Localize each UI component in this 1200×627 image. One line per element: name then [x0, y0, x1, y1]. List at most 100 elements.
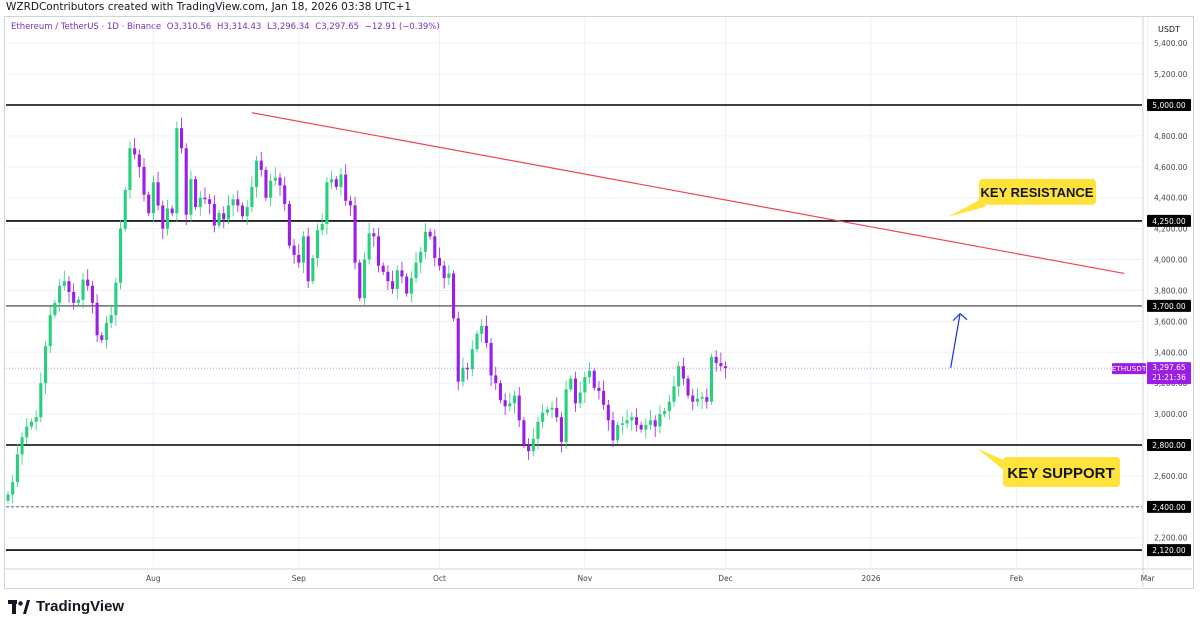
candle-body [484, 326, 488, 343]
symbol-info: Ethereum / TetherUS · 1D · Binance O3,31… [11, 22, 443, 32]
candle-body [442, 265, 446, 279]
y-tick-label: 2,600.00 [1154, 472, 1188, 481]
candle-body [672, 386, 676, 402]
y-tick-label: 4,800.00 [1154, 132, 1188, 141]
candle-body [20, 437, 24, 455]
candle-body [250, 186, 254, 207]
candle-body [475, 333, 479, 350]
candle-body [161, 205, 165, 229]
candle-body [705, 397, 709, 402]
candle-body [344, 174, 348, 201]
y-tick-label: 2,200.00 [1154, 534, 1188, 543]
price-level-tag [1147, 544, 1191, 557]
price-level-label: 2,120.00 [1152, 546, 1186, 555]
candle-body [428, 231, 432, 237]
candle-body [508, 403, 512, 407]
candle-body [119, 228, 123, 283]
price-level-tag [1147, 99, 1191, 111]
candle-body [34, 417, 38, 422]
symbol-name[interactable]: Ethereum / TetherUS · 1D · Binance [11, 22, 162, 32]
candle-body [325, 182, 329, 224]
candle-body [226, 205, 230, 220]
candle-body [240, 205, 245, 217]
candle-body [653, 420, 657, 427]
current-price-tag [1147, 362, 1191, 385]
x-tick-label: 2026 [861, 574, 880, 583]
support-callout-text: KEY SUPPORT [1007, 465, 1114, 482]
candle-body [536, 421, 540, 439]
candle-body [555, 407, 559, 418]
candle-body [719, 363, 723, 367]
candle-body [517, 395, 521, 421]
candle-body [550, 407, 554, 410]
candle-body [456, 318, 460, 382]
resistance-callout-text: KEY RESISTANCE [981, 185, 1094, 200]
candle-body [128, 148, 132, 190]
candle-body [611, 420, 615, 441]
candle-body [90, 285, 94, 303]
candle-body [381, 265, 385, 272]
currency-label: USDT [1158, 25, 1180, 34]
candle-body [480, 326, 484, 334]
candle-body [691, 395, 695, 402]
candle-body [648, 420, 653, 425]
candle-body [175, 128, 179, 214]
candle-body [203, 197, 207, 200]
created-by-text: WZRDContributors created with TradingVie… [6, 1, 412, 13]
candle-body [545, 409, 549, 413]
candle-body [498, 383, 502, 401]
candle-body [639, 424, 643, 430]
candle-body [133, 148, 137, 155]
candle-body [104, 322, 109, 340]
y-tick-label: 5,400.00 [1154, 39, 1188, 48]
candle-body [292, 245, 296, 255]
candle-body [212, 203, 216, 226]
ohlc-high: H3,314.43 [217, 22, 262, 32]
symbol-tag-label: ETHUSDT [1112, 364, 1147, 373]
candle-body [494, 375, 498, 384]
candle-body [663, 411, 667, 415]
price-level-label: 2,800.00 [1152, 441, 1186, 450]
candle-body [25, 426, 29, 438]
candle-body [259, 160, 263, 170]
candle-body [634, 417, 639, 425]
candle-body [592, 370, 596, 388]
candle-body [573, 378, 578, 404]
candle-body [470, 349, 474, 370]
candle-body [236, 199, 240, 206]
candle-body [630, 417, 634, 421]
candle-body [452, 273, 456, 319]
candle-body [658, 414, 662, 427]
y-tick-label: 4,200.00 [1154, 225, 1188, 234]
candle-body [564, 389, 568, 442]
candle-body [170, 208, 174, 214]
price-level-tag [1147, 439, 1191, 451]
candle-body [189, 179, 193, 215]
candle-body [414, 262, 418, 279]
candle-body [588, 370, 592, 377]
candle-body [11, 482, 15, 495]
candle-body [194, 179, 198, 207]
y-tick-label: 4,000.00 [1154, 256, 1188, 265]
candle-body [311, 258, 315, 282]
candle-body [222, 213, 226, 220]
candle-body [208, 199, 212, 204]
candle-body [419, 251, 423, 263]
y-tick-label: 3,800.00 [1154, 286, 1188, 295]
candle-body [114, 282, 118, 316]
candle-body [512, 395, 517, 404]
candle-body [198, 197, 202, 207]
chart-frame [4, 16, 1194, 589]
candle-body [541, 412, 545, 422]
target-arrow-head [952, 312, 968, 322]
price-level-label: 5,000.00 [1152, 101, 1186, 110]
candle-body [695, 398, 699, 402]
ohlc-change: −12.91 (−0.39%) [364, 22, 440, 32]
price-level-label: 4,250.00 [1152, 217, 1186, 226]
candle-body [67, 281, 71, 292]
candle-body [667, 401, 671, 411]
resistance-callout-pointer [948, 196, 985, 217]
candle-body [43, 346, 48, 384]
candle-body [437, 258, 442, 266]
